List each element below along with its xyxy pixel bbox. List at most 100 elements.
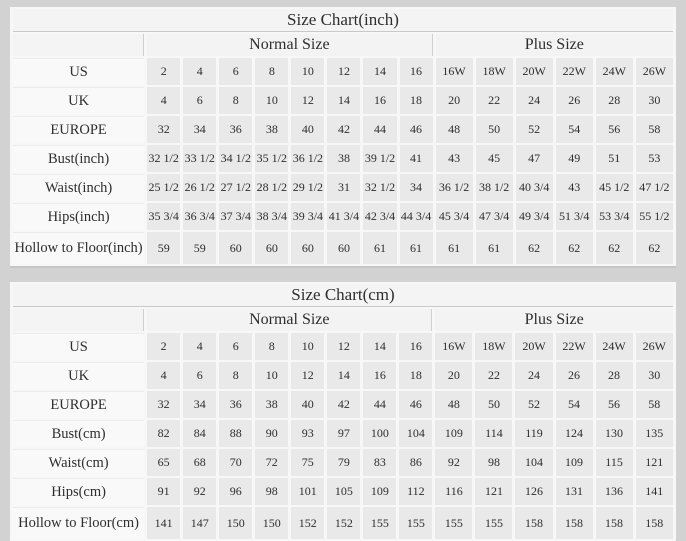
size-value-cell: 36 1/2 bbox=[291, 145, 325, 172]
size-value-cell: 38 bbox=[327, 145, 361, 172]
size-value-cell: 33 1/2 bbox=[183, 145, 217, 172]
size-value-cell: 121 bbox=[635, 449, 673, 476]
row-label: Bust(cm) bbox=[13, 420, 145, 447]
size-value-cell: 14 bbox=[327, 362, 361, 389]
size-value-cell: 150 bbox=[219, 507, 253, 539]
size-value-cell: 4 bbox=[147, 362, 181, 389]
size-value-cell: 104 bbox=[515, 449, 553, 476]
size-value-cell: 86 bbox=[399, 449, 433, 476]
row-label: Hollow to Floor(inch) bbox=[13, 232, 145, 264]
size-value-cell: 42 bbox=[327, 116, 361, 143]
size-value-cell: 26W bbox=[635, 333, 673, 360]
size-row-bust-cm: Bust(cm) 82 84 88 90 93 97 100 104 109 114 119 124 13… bbox=[13, 420, 673, 447]
size-value-cell: 22 bbox=[475, 362, 513, 389]
size-value-cell: 18W bbox=[475, 333, 513, 360]
row-label: Waist(cm) bbox=[13, 449, 145, 476]
size-value-cell: 16 bbox=[399, 58, 433, 85]
row-label: UK bbox=[13, 362, 145, 389]
size-value-cell: 62 bbox=[635, 232, 673, 264]
size-value-cell: 141 bbox=[147, 507, 181, 539]
size-value-cell: 61 bbox=[475, 232, 513, 264]
size-value-cell: 32 1/2 bbox=[147, 145, 181, 172]
size-value-cell: 38 3/4 bbox=[255, 203, 289, 230]
size-value-cell: 109 bbox=[435, 420, 473, 447]
size-value-cell: 79 bbox=[327, 449, 361, 476]
size-value-cell: 16W bbox=[435, 58, 473, 85]
size-value-cell: 91 bbox=[147, 478, 181, 505]
size-value-cell: 41 3/4 bbox=[327, 203, 361, 230]
size-value-cell: 36 3/4 bbox=[183, 203, 217, 230]
size-value-cell: 112 bbox=[399, 478, 433, 505]
group-header-normal: Normal Size bbox=[147, 34, 433, 56]
size-value-cell: 18 bbox=[399, 87, 433, 114]
size-value-cell: 20W bbox=[515, 333, 553, 360]
size-value-cell: 60 bbox=[327, 232, 361, 264]
size-value-cell: 54 bbox=[555, 391, 593, 418]
size-value-cell: 121 bbox=[475, 478, 513, 505]
size-row-bust-inch: Bust(inch) 32 1/2 33 1/2 34 1/2 35 1/2 36 1/2… bbox=[13, 145, 673, 172]
size-value-cell: 30 bbox=[635, 87, 673, 114]
size-value-cell: 47 3/4 bbox=[475, 203, 513, 230]
size-row-us: US 2 4 6 8 10 12 14 16 16W 18W 20W 22W 24W 26W bbox=[13, 333, 673, 360]
size-value-cell: 62 bbox=[515, 232, 553, 264]
size-value-cell: 155 bbox=[363, 507, 397, 539]
table-title: Size Chart(inch) bbox=[13, 9, 673, 32]
size-value-cell: 70 bbox=[219, 449, 253, 476]
size-value-cell: 53 bbox=[635, 145, 673, 172]
size-value-cell: 83 bbox=[363, 449, 397, 476]
size-value-cell: 14 bbox=[363, 333, 397, 360]
size-value-cell: 51 bbox=[595, 145, 633, 172]
size-value-cell: 61 bbox=[399, 232, 433, 264]
size-value-cell: 62 bbox=[555, 232, 593, 264]
size-value-cell: 50 bbox=[475, 116, 513, 143]
size-value-cell: 52 bbox=[515, 391, 553, 418]
size-value-cell: 35 1/2 bbox=[255, 145, 289, 172]
size-row-europe: EUROPE 32 34 36 38 40 42 44 46 48 50 52 54 56 58 bbox=[13, 391, 673, 418]
size-value-cell: 61 bbox=[435, 232, 473, 264]
size-value-cell: 75 bbox=[291, 449, 325, 476]
size-value-cell: 16 bbox=[399, 333, 433, 360]
size-value-cell: 43 bbox=[435, 145, 473, 172]
size-value-cell: 28 bbox=[595, 362, 633, 389]
size-value-cell: 26 1/2 bbox=[183, 174, 217, 201]
size-value-cell: 12 bbox=[291, 87, 325, 114]
size-value-cell: 98 bbox=[475, 449, 513, 476]
size-value-cell: 82 bbox=[147, 420, 181, 447]
size-value-cell: 28 bbox=[595, 87, 633, 114]
size-value-cell: 34 1/2 bbox=[219, 145, 253, 172]
size-row-hips-cm: Hips(cm) 91 92 96 98 101 105 109 112 116 121 126 131… bbox=[13, 478, 673, 505]
table-title-row: Size Chart(cm) bbox=[13, 284, 673, 307]
size-row-europe: EUROPE 32 34 36 38 40 42 44 46 48 50 52 54 56 58 bbox=[13, 116, 673, 143]
size-value-cell: 56 bbox=[595, 116, 633, 143]
size-value-cell: 12 bbox=[327, 333, 361, 360]
size-value-cell: 59 bbox=[147, 232, 181, 264]
size-value-cell: 6 bbox=[219, 58, 253, 85]
size-value-cell: 20 bbox=[435, 87, 473, 114]
size-value-cell: 44 3/4 bbox=[399, 203, 433, 230]
size-value-cell: 135 bbox=[635, 420, 673, 447]
row-label: EUROPE bbox=[13, 391, 145, 418]
size-value-cell: 40 3/4 bbox=[515, 174, 553, 201]
size-value-cell: 50 bbox=[475, 391, 513, 418]
column-group-row: Normal Size Plus Size bbox=[13, 34, 673, 56]
size-row-hollow-to-floor-inch: Hollow to Floor(inch) 59 59 60 60 60 60 61 61 61 6… bbox=[13, 232, 673, 264]
column-group-row: Normal Size Plus Size bbox=[13, 309, 673, 331]
size-chart-page: Size Chart(inch) Normal Size Plus Size U… bbox=[10, 7, 676, 541]
size-value-cell: 100 bbox=[363, 420, 397, 447]
size-value-cell: 45 3/4 bbox=[435, 203, 473, 230]
size-value-cell: 31 bbox=[327, 174, 361, 201]
size-value-cell: 12 bbox=[327, 58, 361, 85]
size-value-cell: 25 1/2 bbox=[147, 174, 181, 201]
size-value-cell: 16 bbox=[363, 87, 397, 114]
size-value-cell: 2 bbox=[147, 58, 181, 85]
size-value-cell: 46 bbox=[399, 116, 433, 143]
size-value-cell: 38 bbox=[255, 116, 289, 143]
size-row-hips-inch: Hips(inch) 35 3/4 36 3/4 37 3/4 38 3/4 39 3/4… bbox=[13, 203, 673, 230]
size-value-cell: 37 3/4 bbox=[219, 203, 253, 230]
size-value-cell: 16W bbox=[435, 333, 473, 360]
size-value-cell: 6 bbox=[183, 362, 217, 389]
size-value-cell: 2 bbox=[147, 333, 181, 360]
size-value-cell: 60 bbox=[219, 232, 253, 264]
table-title: Size Chart(cm) bbox=[13, 284, 673, 307]
size-value-cell: 27 1/2 bbox=[219, 174, 253, 201]
